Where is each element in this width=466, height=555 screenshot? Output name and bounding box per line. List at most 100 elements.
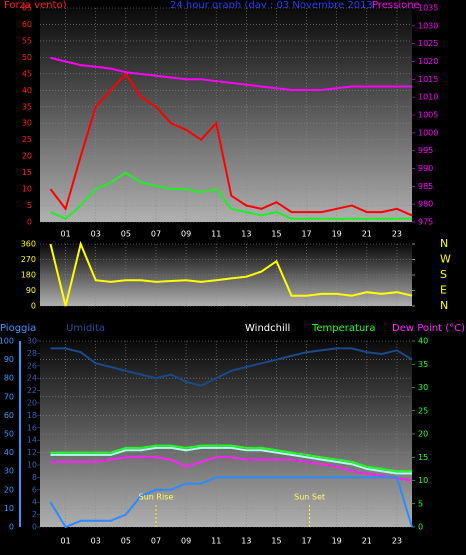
y2-tick-label: 990 <box>418 164 433 173</box>
y-tick-label: 10 <box>22 185 32 194</box>
y2-tick-label: 985 <box>418 182 433 191</box>
x-tick-label: 19 <box>332 537 342 546</box>
series-line <box>50 446 412 475</box>
y-tick-label: 180 <box>21 271 36 280</box>
y2-tick-label: 5 <box>418 499 423 508</box>
series-line <box>50 56 412 91</box>
x-tick-label: 17 <box>301 230 311 239</box>
x-tick-label: 21 <box>362 537 372 546</box>
series-line <box>49 72 413 217</box>
y-tick-label: 100 <box>0 337 14 346</box>
annotation: Sun Set <box>294 493 325 502</box>
y-tick-label: 270 <box>21 255 36 264</box>
y2-tick-label: 30 <box>418 383 428 392</box>
series-line <box>50 347 413 387</box>
pressure-label: Pressione <box>372 0 420 11</box>
y3-tick-label: 18 <box>27 411 37 420</box>
y3-tick-label: 24 <box>27 374 37 383</box>
y2-tick-label: 995 <box>418 146 433 155</box>
x-tick-label: 05 <box>121 230 131 239</box>
y-tick-label: 360 <box>21 240 36 249</box>
y-tick-label: 10 <box>4 504 14 513</box>
y2-tick-label: W <box>440 253 451 266</box>
y2-tick-label: 1020 <box>418 57 438 66</box>
y2-tick-label: 20 <box>418 430 428 439</box>
y-tick-label: 90 <box>26 286 36 295</box>
y-tick-label: 15 <box>22 168 32 177</box>
y3-tick-label: 14 <box>27 436 37 445</box>
x-tick-label: 11 <box>211 537 221 546</box>
series-line <box>49 240 413 307</box>
y-tick-label: 70 <box>4 392 14 401</box>
y-tick-label: 40 <box>4 448 14 457</box>
humidity-label: Umidita <box>66 323 105 334</box>
x-tick-label: 09 <box>181 230 191 239</box>
series-line <box>50 456 413 482</box>
dewpoint-label: Dew Point (°C) <box>392 323 465 334</box>
y3-tick-label: 30 <box>27 337 37 346</box>
y2-tick-label: 1015 <box>418 75 438 84</box>
y-tick-label: 35 <box>22 102 32 111</box>
annotation: Sun Rise <box>139 493 174 502</box>
y2-tick-label: 25 <box>418 406 428 415</box>
x-tick-label: 03 <box>91 537 101 546</box>
y-tick-label: 0 <box>9 523 14 532</box>
wind-label: Forza vento) <box>4 0 67 11</box>
y2-tick-label: 1010 <box>418 93 438 102</box>
y-tick-label: 50 <box>22 53 32 62</box>
x-tick-label: 11 <box>211 230 221 239</box>
y2-tick-label: 980 <box>418 200 433 209</box>
y2-tick-label: 975 <box>418 218 433 227</box>
series-line <box>50 171 412 220</box>
x-tick-label: 03 <box>91 230 101 239</box>
y3-tick-label: 22 <box>27 386 37 395</box>
x-tick-label: 01 <box>61 537 71 546</box>
y-tick-label: 30 <box>22 119 32 128</box>
y2-tick-label: S <box>440 268 447 281</box>
x-tick-label: 09 <box>181 537 191 546</box>
y-tick-label: 30 <box>4 467 14 476</box>
y2-tick-label: 0 <box>418 523 423 532</box>
y3-tick-label: 0 <box>32 523 37 532</box>
y2-tick-label: 15 <box>418 453 428 462</box>
y-tick-label: 45 <box>22 69 32 78</box>
temperature-label: Temperatura <box>311 323 376 334</box>
rain-label: Pioggia <box>0 323 36 334</box>
y3-tick-label: 8 <box>32 473 37 482</box>
y2-tick-label: 10 <box>418 476 428 485</box>
y2-tick-label: 40 <box>418 337 428 346</box>
y-tick-label: 80 <box>4 374 14 383</box>
y-tick-label: 40 <box>22 86 32 95</box>
x-tick-label: 13 <box>241 230 251 239</box>
x-tick-label: 07 <box>151 537 161 546</box>
y2-tick-label: 1005 <box>418 111 438 120</box>
y2-tick-label: N <box>440 299 448 312</box>
x-tick-label: 23 <box>392 537 402 546</box>
y-tick-label: 20 <box>4 485 14 494</box>
y3-tick-label: 2 <box>32 510 37 519</box>
series-line <box>49 476 413 529</box>
x-tick-label: 07 <box>151 230 161 239</box>
x-tick-label: 19 <box>332 230 342 239</box>
series-line <box>50 444 412 473</box>
y-tick-label: 90 <box>4 355 14 364</box>
y3-tick-label: 10 <box>27 461 37 470</box>
y3-tick-label: 4 <box>32 498 37 507</box>
x-tick-label: 05 <box>121 537 131 546</box>
x-tick-label: 17 <box>301 537 311 546</box>
title: 24 hour graph (day : 03 Novembre 2013 <box>170 0 373 11</box>
y-tick-label: 55 <box>22 36 32 45</box>
x-tick-label: 15 <box>271 537 281 546</box>
y2-tick-label: 1000 <box>418 128 438 137</box>
x-tick-label: 13 <box>241 537 251 546</box>
y3-tick-label: 26 <box>27 361 37 370</box>
x-tick-label: 23 <box>392 230 402 239</box>
y2-tick-label: 1025 <box>418 39 438 48</box>
y2-tick-label: 35 <box>418 360 428 369</box>
y-tick-label: 5 <box>27 201 32 210</box>
y-tick-label: 65 <box>22 4 32 13</box>
y3-tick-label: 16 <box>27 423 37 432</box>
y-tick-label: 20 <box>22 152 32 161</box>
y-tick-label: 50 <box>4 430 14 439</box>
y-tick-label: 60 <box>22 20 32 29</box>
